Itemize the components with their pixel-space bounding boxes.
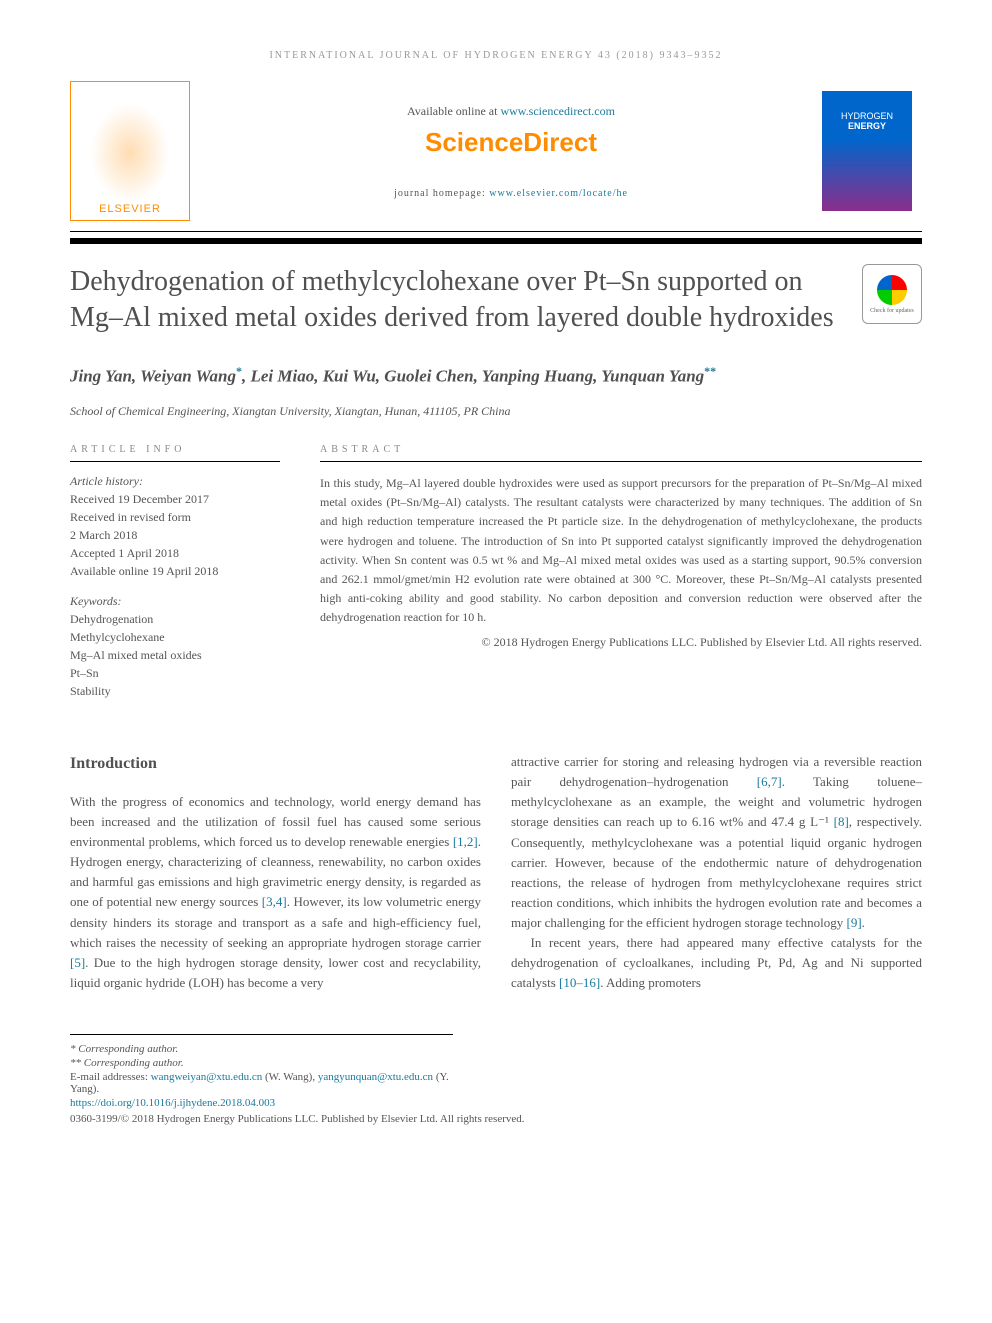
history-revised2: 2 March 2018 [70,528,280,543]
history-received: Received 19 December 2017 [70,492,280,507]
homepage-link[interactable]: www.elsevier.com/locate/he [489,188,628,199]
affiliation: School of Chemical Engineering, Xiangtan… [70,404,922,419]
elsevier-text: ELSEVIER [99,203,161,215]
article-title: Dehydrogenation of methylcyclohexane ove… [70,264,842,337]
keyword: Pt–Sn [70,666,280,681]
body-column-left: Introduction With the progress of econom… [70,752,481,994]
keyword: Stability [70,684,280,699]
issn-copyright: 0360-3199/© 2018 Hydrogen Energy Publica… [70,1113,922,1125]
text: . Due to the high hydrogen storage densi… [70,955,481,990]
history-revised1: Received in revised form [70,510,280,525]
ref-link[interactable]: [1,2] [453,834,478,849]
crossmark-icon [877,275,907,305]
corr-author-2: ** Corresponding author. [70,1057,453,1069]
email-line: E-mail addresses: wangweiyan@xtu.edu.cn … [70,1071,453,1095]
article-info-label: ARTICLE INFO [70,444,280,455]
email-name-1: (W. Wang), [262,1071,318,1083]
corr-author-1: * Corresponding author. [70,1043,453,1055]
ref-link[interactable]: [3,4] [262,894,287,909]
body-columns: Introduction With the progress of econom… [70,752,922,994]
authors-part2: , Lei Miao, Kui Wu, Guolei Chen, Yanping… [242,366,704,385]
email-link-2[interactable]: yangyunquan@xtu.edu.cn [318,1071,433,1083]
ref-link[interactable]: [9] [846,915,861,930]
elsevier-logo: ELSEVIER [70,81,190,221]
ref-link[interactable]: [10–16] [559,975,600,990]
ref-link[interactable]: [5] [70,955,85,970]
article-info: ARTICLE INFO Article history: Received 1… [70,444,280,702]
available-prefix: Available online at [407,104,500,118]
title-row: Dehydrogenation of methylcyclohexane ove… [70,264,922,362]
divider [320,461,922,462]
sciencedirect-logo: ScienceDirect [200,127,822,158]
authors: Jing Yan, Weiyan Wang*, Lei Miao, Kui Wu… [70,362,922,389]
email-link-1[interactable]: wangweiyan@xtu.edu.cn [151,1071,263,1083]
publisher-logo-container: ELSEVIER [70,81,200,221]
keyword: Dehydrogenation [70,612,280,627]
text: . [862,915,865,930]
check-updates-badge[interactable]: Check for updates [862,264,922,324]
cover-line2: ENERGY [827,121,907,131]
history-online: Available online 19 April 2018 [70,564,280,579]
text: , respectively. Consequently, methylcycl… [511,814,922,930]
body-column-right: attractive carrier for storing and relea… [511,752,922,994]
body-paragraph: attractive carrier for storing and relea… [511,752,922,933]
cover-line1: HYDROGEN [827,111,907,121]
email-prefix: E-mail addresses: [70,1071,151,1083]
text: . Adding promoters [600,975,701,990]
intro-heading: Introduction [70,752,481,777]
divider [70,461,280,462]
abstract-text: In this study, Mg–Al layered double hydr… [320,474,922,628]
abstract: ABSTRACT In this study, Mg–Al layered do… [320,444,922,702]
body-paragraph: With the progress of economics and techn… [70,792,481,993]
divider-thick [70,238,922,244]
check-updates-text: Check for updates [870,308,914,314]
text: With the progress of economics and techn… [70,794,481,849]
journal-cover-text: HYDROGEN ENERGY [827,111,907,131]
available-online-text: Available online at www.sciencedirect.co… [200,104,822,119]
info-abstract-row: ARTICLE INFO Article history: Received 1… [70,444,922,702]
history-label: Article history: [70,474,280,489]
copyright: © 2018 Hydrogen Energy Publications LLC.… [320,635,922,650]
journal-homepage: journal homepage: www.elsevier.com/locat… [200,188,822,199]
masthead: ELSEVIER Available online at www.science… [70,81,922,232]
doi-link[interactable]: https://doi.org/10.1016/j.ijhydene.2018.… [70,1097,922,1109]
ref-link[interactable]: [8] [834,814,849,829]
homepage-prefix: journal homepage: [394,188,489,199]
corr-mark-2[interactable]: ** [704,364,716,378]
journal-cover-container: HYDROGEN ENERGY [822,91,922,211]
masthead-center: Available online at www.sciencedirect.co… [200,104,822,199]
history-accepted: Accepted 1 April 2018 [70,546,280,561]
keyword: Methylcyclohexane [70,630,280,645]
body-paragraph: In recent years, there had appeared many… [511,933,922,993]
elsevier-tree-icon [90,103,170,203]
journal-cover: HYDROGEN ENERGY [822,91,912,211]
running-header: INTERNATIONAL JOURNAL OF HYDROGEN ENERGY… [70,50,922,61]
abstract-label: ABSTRACT [320,444,922,455]
keyword: Mg–Al mixed metal oxides [70,648,280,663]
ref-link[interactable]: [6,7] [757,774,782,789]
authors-part1: Jing Yan, Weiyan Wang [70,366,236,385]
footnotes: * Corresponding author. ** Corresponding… [70,1034,453,1095]
sciencedirect-link[interactable]: www.sciencedirect.com [500,104,615,118]
keywords-label: Keywords: [70,594,280,609]
